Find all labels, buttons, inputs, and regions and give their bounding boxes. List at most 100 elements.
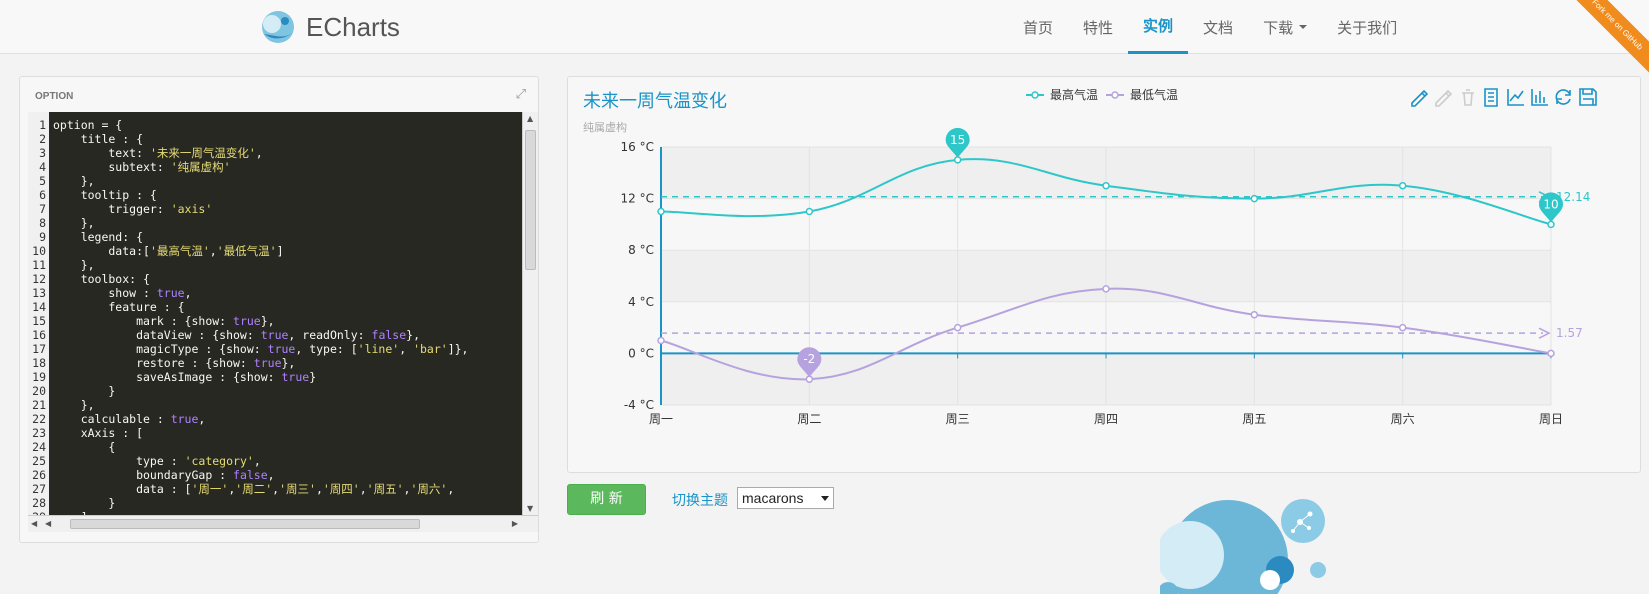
code-line: data:['最高气温','最低气温'] [53,244,284,258]
code-line: restore : {show: true}, [53,356,296,370]
nav-item-docs[interactable]: 文档 [1203,18,1234,37]
code-line: saveAsImage : {show: true} [53,370,317,384]
y-tick-label: 16 °C [621,140,654,154]
line-number: 17 [32,342,46,356]
nav-item-home[interactable]: 首页 [1023,18,1054,37]
horizontal-scrollbar[interactable]: ◀ ◀ ▶ [28,515,538,532]
code-editor[interactable]: 1 2 3 4 5 6 7 8 9 10 11 12 13 14 15 16 17 18 19 20 21 22 23 24 2… [28,112,538,532]
legend-label: 最低气温 [1130,87,1178,102]
vertical-scroll-thumb[interactable] [525,130,536,270]
line-number: 23 [32,426,46,440]
horizontal-scroll-thumb[interactable] [70,519,420,529]
code-line: xAxis : [ [53,426,144,440]
brand[interactable]: ECharts [258,8,400,46]
code-line: tooltip : { [53,188,157,202]
nav-item-features[interactable]: 特性 [1083,18,1114,37]
mark-clear-icon[interactable] [1462,89,1474,106]
line-number: 19 [32,370,46,384]
caret-down-icon [1299,25,1308,29]
line-number: 3 [39,146,46,160]
code-line: text: '未来一周气温变化', [53,146,263,160]
data-point [1398,181,1407,190]
scroll-right-icon[interactable]: ▶ [511,519,518,528]
restore-icon[interactable] [1555,89,1571,105]
vertical-scrollbar[interactable]: ▲ ▼ [522,112,538,515]
refresh-button[interactable]: 刷 新 [567,484,646,515]
code-line: } [53,384,116,398]
average-arrow [1538,327,1551,339]
code-line: }, [53,174,95,188]
line-number: 11 [32,258,46,272]
chart-panel: 16 °C 12 °C 8 °C 4 °C 0 °C -4 °C 周一 周二 周三 周四 周五 周六 周… [567,76,1641,473]
code-line: mark : {show: true}, [53,314,275,328]
code-line: magicType : {show: true, type: ['line', … [53,342,469,356]
code-line: }, [53,258,95,272]
mark-icon[interactable] [1411,89,1429,107]
theme-select[interactable]: macarons [737,487,834,509]
legend-marker [1031,91,1039,99]
code-line: legend: { [53,230,144,244]
code-line: type : 'category', [53,454,261,468]
y-tick-label: 0 °C [628,346,654,360]
echarts-logo-icon [262,11,294,43]
theme-label: 切换主题 [672,493,728,509]
code-line: dataView : {show: true, readOnly: false}… [53,328,420,342]
mark-undo-icon[interactable] [1435,89,1453,107]
line-chart-icon[interactable] [1507,89,1524,106]
data-view-icon[interactable] [1484,88,1498,107]
code-panel-title: OPTION [35,91,74,102]
code-line: toolbox: { [53,272,150,286]
code-line: } [53,496,116,510]
line-number: 4 [39,160,46,174]
x-tick-label: 周六 [1391,412,1415,426]
line-number: 26 [32,468,46,482]
code-line: boundaryGap : false, [53,468,275,482]
data-point [1398,323,1407,332]
scroll-left-icon[interactable]: ◀ [31,519,38,528]
nav-item-download-label: 下载 [1263,18,1294,37]
max-marker-pin-label: 15 [950,133,965,147]
chart-subtitle: 纯属虚构 [583,120,627,134]
data-point [1250,194,1259,203]
min-marker-pin-label: 10 [1543,197,1558,211]
line-number: 13 [32,286,46,300]
min-marker-pin [797,347,822,378]
nav-item-examples[interactable]: 实例 [1128,0,1189,54]
nav-item-about[interactable]: 关于我们 [1337,18,1398,37]
line-number: 18 [32,356,46,370]
main-nav: 首页 特性 实例 文档 下载 关于我们 [1008,0,1412,54]
average-label: 1.57 [1556,326,1583,340]
decorative-bubbles [1160,499,1326,594]
data-point [1250,310,1259,319]
x-tick-label: 周三 [946,412,970,426]
bar-chart-icon[interactable] [1531,89,1548,106]
scroll-left-icon-2[interactable]: ◀ [45,519,52,528]
code-line: feature : { [53,300,185,314]
line-number: 12 [32,272,46,286]
code-content[interactable]: option = { title : { text: '未来一周气温变化', s… [49,112,519,515]
legend-marker [1111,91,1119,99]
expand-icon[interactable]: ⤢ [515,87,526,102]
data-point [657,207,665,216]
line-number: 5 [39,174,46,188]
scroll-up-icon[interactable]: ▲ [527,114,534,123]
line-number: 14 [32,300,46,314]
line-number: 28 [32,496,46,510]
save-image-icon[interactable] [1579,88,1597,106]
scroll-down-icon[interactable]: ▼ [527,504,534,513]
x-tick-label: 周一 [649,412,673,426]
line-chart: 16 °C 12 °C 8 °C 4 °C 0 °C -4 °C周一 周二 周三 周四 周五 周六 周… [583,87,1597,426]
line-number: 7 [39,202,46,216]
x-tick-label: 周二 [797,412,821,426]
data-point [805,207,814,216]
min-marker-pin-label: -2 [803,352,815,366]
data-point [1547,349,1555,358]
nav-item-download[interactable]: 下载 [1248,0,1322,54]
y-tick-label: 8 °C [628,243,654,257]
code-line: trigger: 'axis' [53,202,213,216]
y-tick-label: 4 °C [628,295,654,309]
x-tick-label: 周四 [1094,412,1118,426]
line-number: 9 [39,230,46,244]
x-tick-label: 周日 [1539,412,1563,426]
fork-me-ribbon[interactable]: Fork me on GitHub [1559,0,1649,83]
